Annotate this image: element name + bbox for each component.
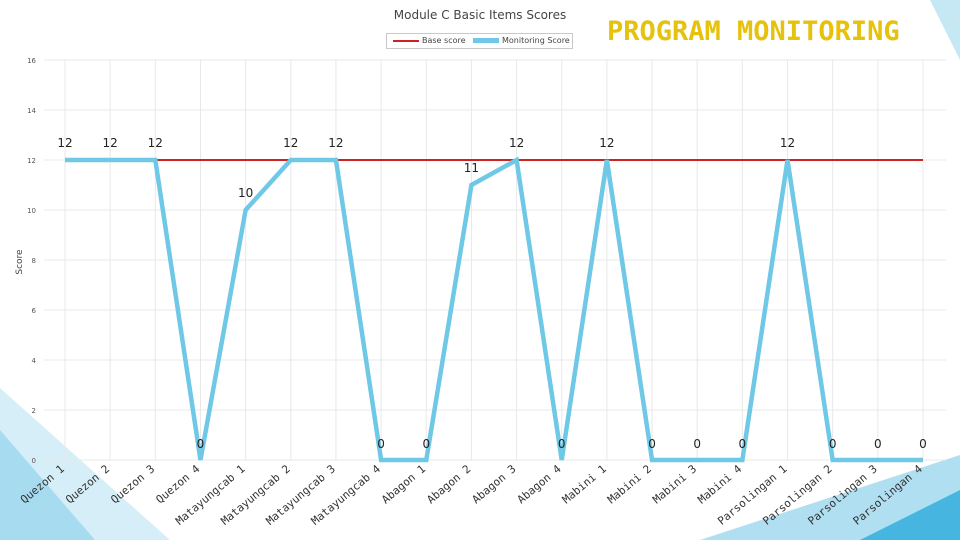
grid-layer (44, 59, 946, 461)
legend-swatch-base-score (393, 39, 419, 42)
x-tick-label-10: Abagon 2 (424, 462, 473, 506)
legend-swatch-monitoring-score (473, 38, 499, 43)
x-tick-label-2: Quezon 2 (63, 462, 112, 506)
data-label-5: 10 (238, 186, 253, 200)
y-tick-label-12: 12 (27, 157, 36, 165)
data-label-20: 0 (919, 437, 927, 451)
y-tick-label-4: 4 (32, 357, 37, 365)
y-tick-label-8: 8 (32, 257, 36, 265)
program-monitoring-banner: PROGRAM MONITORING (607, 16, 900, 47)
data-label-8: 0 (377, 437, 385, 451)
data-label-12: 0 (558, 437, 566, 451)
y-tick-labels: 0 2 4 6 8 10 12 14 16 (27, 57, 36, 465)
data-label-13: 12 (599, 136, 614, 150)
y-tick-label-6: 6 (32, 307, 37, 315)
data-label-18: 0 (829, 437, 837, 451)
x-tick-label-13: Mabini 1 (560, 462, 609, 506)
corner-shape-left-inner (0, 430, 95, 540)
data-label-4: 0 (197, 437, 205, 451)
chart-legend: Base score Monitoring Score (386, 33, 573, 49)
x-tick-label-12: Abagon 4 (515, 462, 564, 506)
x-tick-label-1: Quezon 1 (18, 462, 67, 506)
data-label-15: 0 (693, 437, 701, 451)
corner-shape-top-right (930, 0, 960, 60)
data-labels: 12 12 12 0 10 12 12 0 0 11 12 0 12 0 0 0 12 0 0 0 (57, 136, 926, 451)
y-tick-label-10: 10 (27, 207, 36, 215)
y-tick-label-16: 16 (27, 57, 36, 65)
data-label-10: 11 (464, 161, 479, 175)
data-label-1: 12 (57, 136, 72, 150)
legend-item-monitoring-score: Monitoring Score (473, 34, 570, 48)
data-label-3: 12 (148, 136, 163, 150)
corner-shape-left (0, 388, 170, 540)
series-layer (65, 156, 923, 463)
x-tick-label-14: Mabini 2 (605, 462, 654, 506)
legend-label-monitoring-score: Monitoring Score (502, 36, 570, 45)
data-label-17: 12 (780, 136, 795, 150)
data-label-2: 12 (103, 136, 118, 150)
legend-label-base-score: Base score (422, 36, 466, 45)
data-label-16: 0 (739, 437, 747, 451)
x-tick-label-15: Mabini 3 (650, 462, 699, 506)
y-tick-label-2: 2 (32, 407, 36, 415)
chart-title: Module C Basic Items Scores (393, 8, 567, 22)
corner-shape-right (700, 455, 960, 540)
legend-item-base-score: Base score (393, 34, 466, 48)
corner-shape-right-inner (860, 490, 960, 540)
data-label-9: 0 (422, 437, 430, 451)
x-tick-label-11: Abagon 3 (470, 462, 519, 506)
x-tick-label-3: Quezon 3 (108, 462, 157, 506)
data-label-7: 12 (328, 136, 343, 150)
data-label-6: 12 (283, 136, 298, 150)
y-tick-label-0: 0 (32, 457, 36, 465)
series-line-monitoring-score (65, 156, 923, 463)
y-tick-label-14: 14 (27, 107, 36, 115)
data-label-11: 12 (509, 136, 524, 150)
x-tick-label-9: Abagon 1 (379, 462, 428, 506)
data-label-19: 0 (874, 437, 882, 451)
data-label-14: 0 (648, 437, 656, 451)
